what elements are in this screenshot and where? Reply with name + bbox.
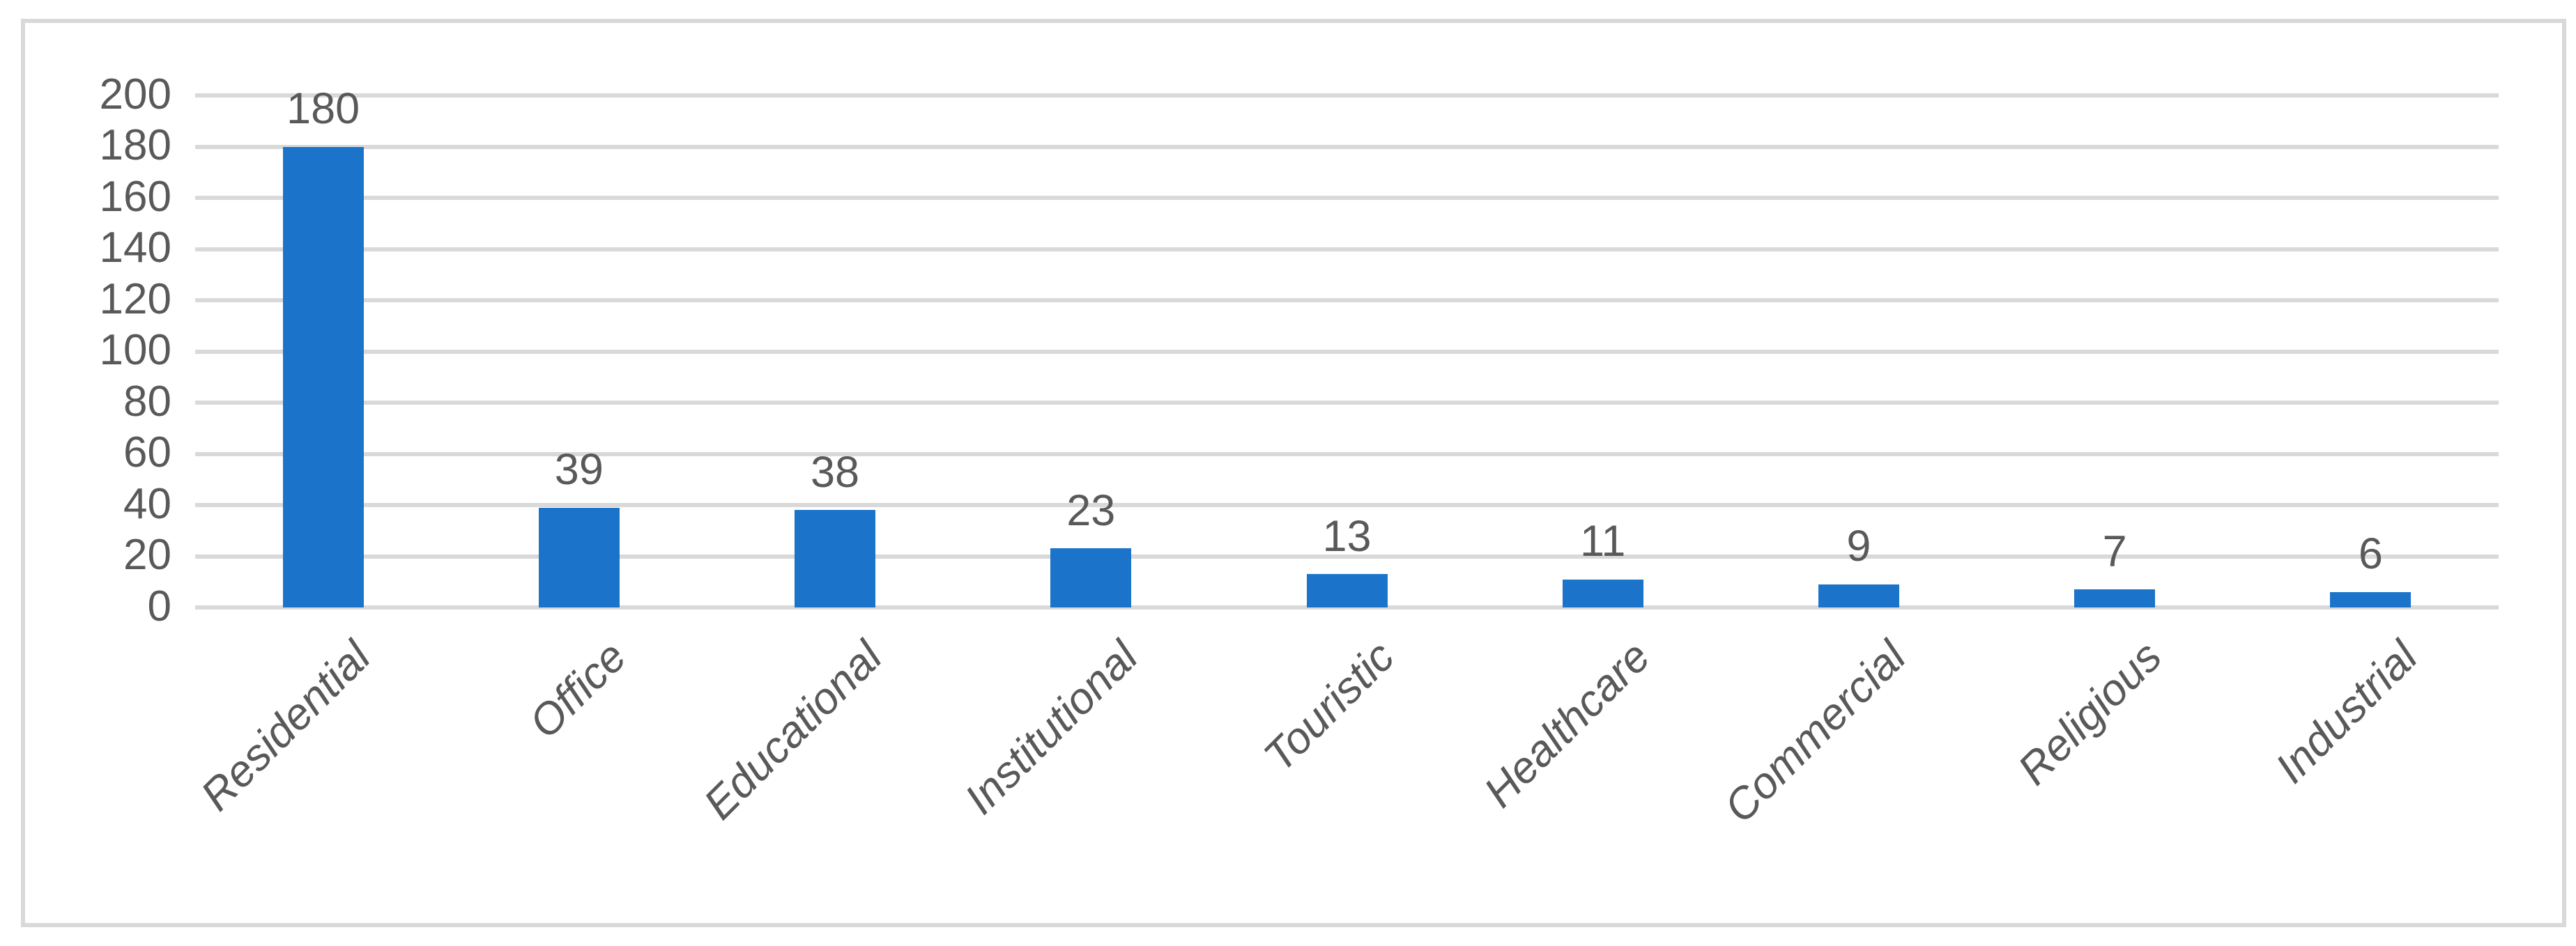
data-label-touristic: 13 xyxy=(1322,511,1372,561)
data-label-industrial: 6 xyxy=(2358,529,2383,579)
data-label-educational: 38 xyxy=(811,447,860,497)
gridline-180 xyxy=(195,144,2499,149)
y-tick-label-100: 100 xyxy=(99,326,171,375)
gridline-140 xyxy=(195,247,2499,251)
bar-institutional xyxy=(1050,548,1132,607)
gridline-160 xyxy=(195,196,2499,200)
bar-industrial xyxy=(2330,591,2412,607)
gridline-120 xyxy=(195,298,2499,302)
y-tick-label-80: 80 xyxy=(123,377,171,426)
bar-residential xyxy=(282,146,364,607)
gridline-100 xyxy=(195,349,2499,354)
bar-office xyxy=(538,507,620,607)
data-label-religious: 7 xyxy=(2102,527,2127,576)
bar-commercial xyxy=(1818,584,1899,607)
bar-healthcare xyxy=(1562,579,1643,607)
y-tick-label-180: 180 xyxy=(99,121,171,170)
gridline-20 xyxy=(195,554,2499,559)
gridline-0 xyxy=(195,605,2499,610)
data-label-residential: 180 xyxy=(286,84,360,133)
y-tick-label-120: 120 xyxy=(99,274,171,323)
bar-religious xyxy=(2074,589,2156,607)
gridline-200 xyxy=(195,93,2499,98)
y-tick-label-0: 0 xyxy=(147,582,171,630)
y-tick-label-140: 140 xyxy=(99,224,171,272)
y-tick-label-200: 200 xyxy=(99,70,171,118)
y-tick-label-40: 40 xyxy=(123,479,171,528)
y-tick-label-160: 160 xyxy=(99,172,171,221)
gridline-60 xyxy=(195,451,2499,456)
data-label-institutional: 23 xyxy=(1066,486,1116,535)
y-tick-label-60: 60 xyxy=(123,428,171,477)
data-label-commercial: 9 xyxy=(1846,522,1871,571)
bar-educational xyxy=(795,510,876,607)
data-label-healthcare: 11 xyxy=(1580,516,1626,566)
bar-touristic xyxy=(1306,574,1388,607)
gridline-80 xyxy=(195,401,2499,405)
chart-frame xyxy=(21,19,2566,927)
gridline-40 xyxy=(195,503,2499,507)
data-label-office: 39 xyxy=(554,445,604,495)
y-tick-label-20: 20 xyxy=(123,531,171,580)
